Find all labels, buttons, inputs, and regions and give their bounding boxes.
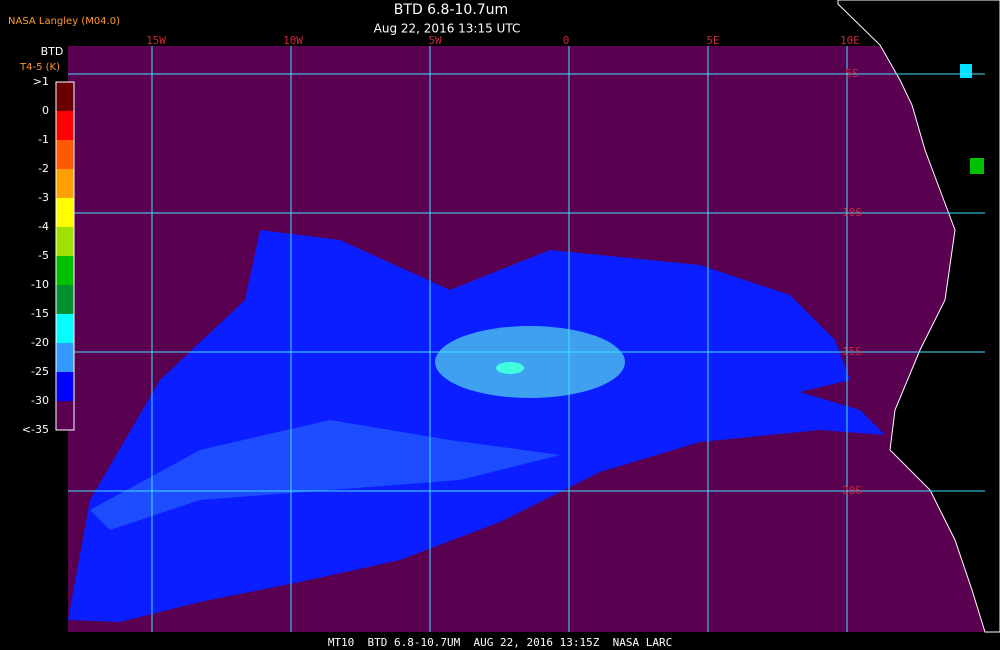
colorbar-swatch	[56, 372, 74, 401]
colorbar-label: <-35	[22, 423, 49, 436]
colorbar-label: -30	[31, 394, 49, 407]
colorbar-swatch	[56, 285, 74, 314]
longitude-label: 15W	[146, 34, 166, 47]
colorbar-label: -10	[31, 278, 49, 291]
colorbar-swatch	[56, 314, 74, 343]
longitude-label: 0	[563, 34, 570, 47]
colorbar-frame	[55, 81, 75, 431]
footer: MT10 BTD 6.8-10.7UM AUG 22, 2016 13:15Z …	[328, 636, 672, 649]
colorbar-swatch	[56, 401, 74, 430]
colorbar-title: BTD	[41, 45, 64, 58]
colorbar-label: 0	[42, 104, 49, 117]
longitude-label: 10E	[840, 34, 860, 47]
colorbar-swatch	[56, 111, 74, 140]
cloud-core	[435, 326, 625, 398]
latitude-label: 20S	[842, 484, 862, 497]
colorbar-swatch	[56, 82, 74, 111]
colorbar-label: -20	[31, 336, 49, 349]
title: BTD 6.8-10.7um	[394, 2, 508, 18]
colorbar-swatch	[56, 256, 74, 285]
colorbar-label: -4	[38, 220, 49, 233]
colorbar-swatch	[56, 198, 74, 227]
latitude-label: 10S	[842, 206, 862, 219]
land-coastline	[837, 0, 1000, 633]
land-cloud	[960, 64, 972, 78]
cloud-signal	[68, 230, 885, 622]
graticule	[68, 46, 985, 632]
longitude-label: 5W	[428, 34, 442, 47]
cloud-signal-light	[90, 420, 560, 530]
colorbar-label: >1	[33, 75, 49, 88]
colorbar-swatch	[56, 343, 74, 372]
longitude-label: 5E	[706, 34, 719, 47]
colorbar-label: -15	[31, 307, 49, 320]
colorbar-swatch	[56, 140, 74, 169]
latitude-label: 5S	[845, 67, 858, 80]
colorbar-label: -25	[31, 365, 49, 378]
cloud-peak	[496, 362, 524, 374]
colorbar-label: -3	[38, 191, 49, 204]
longitude-label: 10W	[283, 34, 303, 47]
colorbar-unit: T4-5 (K)	[19, 62, 60, 73]
colorbar-label: -1	[38, 133, 49, 146]
subtitle: Aug 22, 2016 13:15 UTC	[374, 22, 521, 36]
colorbar-label: -2	[38, 162, 49, 175]
colorbar-label: -5	[38, 249, 49, 262]
land-cloud	[970, 158, 984, 174]
source-label: NASA Langley (M04.0)	[8, 16, 120, 27]
colorbar-swatch	[56, 227, 74, 256]
latitude-label: 15S	[842, 345, 862, 358]
colorbar-swatch	[56, 169, 74, 198]
